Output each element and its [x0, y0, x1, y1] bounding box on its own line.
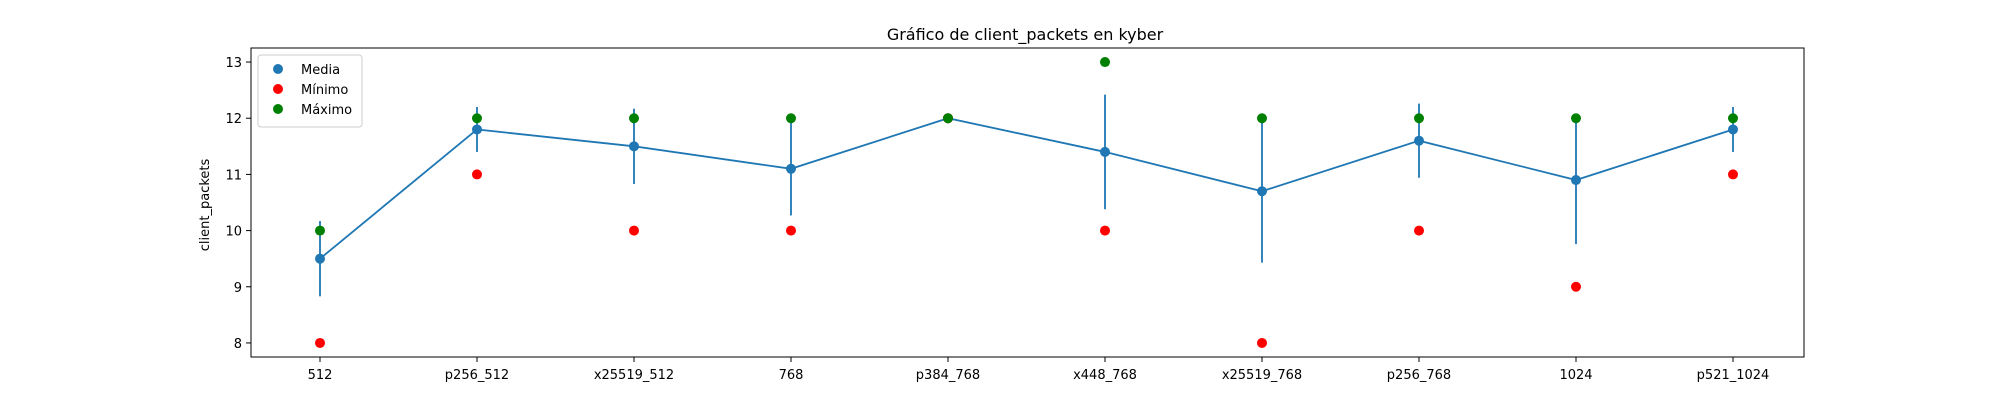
point-maximo	[1414, 113, 1424, 124]
y-tick-label: 8	[234, 337, 242, 352]
y-tick-label: 13	[225, 56, 242, 71]
point-media	[1414, 135, 1424, 146]
point-media	[315, 253, 325, 264]
legend-marker-minimo	[273, 84, 283, 94]
point-media	[1100, 146, 1110, 157]
legend-marker-maximo	[273, 104, 283, 114]
x-tick-label: p256_768	[1387, 368, 1451, 383]
x-tick-label: x25519_512	[594, 368, 674, 383]
point-minimo	[1571, 281, 1581, 292]
x-tick-label: p521_1024	[1697, 368, 1770, 383]
point-minimo	[629, 225, 639, 236]
x-tick-label: p256_512	[445, 368, 509, 383]
x-tick-label: x448_768	[1073, 368, 1137, 383]
point-maximo	[315, 225, 325, 236]
point-maximo	[1100, 57, 1110, 68]
point-maximo	[1257, 113, 1267, 124]
x-tick-label: 512	[308, 368, 333, 383]
y-tick-label: 10	[225, 225, 242, 240]
x-tick-label: x25519_768	[1222, 368, 1302, 383]
point-maximo	[786, 113, 796, 124]
point-media	[629, 141, 639, 152]
legend-marker-media	[273, 64, 283, 74]
x-tick-label: 768	[779, 368, 804, 383]
point-minimo	[1100, 225, 1110, 236]
legend-label-minimo: Mínimo	[301, 83, 348, 98]
point-maximo	[1728, 113, 1738, 124]
y-tick-label: 9	[234, 281, 242, 296]
point-maximo	[472, 113, 482, 124]
legend: Media Mínimo Máximo	[257, 54, 363, 128]
point-media	[1728, 124, 1738, 135]
x-tick-label: p384_768	[916, 368, 980, 383]
point-minimo	[1257, 337, 1267, 348]
point-minimo	[472, 169, 482, 180]
plot-frame	[250, 47, 1805, 358]
point-maximo	[943, 113, 953, 124]
point-maximo	[1571, 113, 1581, 124]
point-media	[472, 124, 482, 135]
legend-box	[257, 54, 363, 128]
point-minimo	[786, 225, 796, 236]
y-tick-label: 12	[225, 112, 242, 127]
point-media	[1571, 175, 1581, 186]
point-maximo	[629, 113, 639, 124]
point-media	[1257, 186, 1267, 197]
point-minimo	[1414, 225, 1424, 236]
chart-title: Gráfico de client_packets en kyber	[887, 25, 1164, 45]
point-media	[786, 163, 796, 174]
series-line-media	[319, 117, 1734, 260]
y-tick-label: 11	[225, 168, 242, 183]
legend-label-maximo: Máximo	[301, 103, 352, 118]
x-tick-label: 1024	[1559, 368, 1592, 383]
y-axis-title: client_packets	[198, 159, 213, 252]
plot-area: 8 9 10 11 12 13 512 p256_512 x25519_512 768 p384_7…	[225, 47, 1805, 383]
point-minimo	[315, 337, 325, 348]
point-minimo	[1728, 169, 1738, 180]
legend-label-media: Media	[301, 63, 340, 78]
